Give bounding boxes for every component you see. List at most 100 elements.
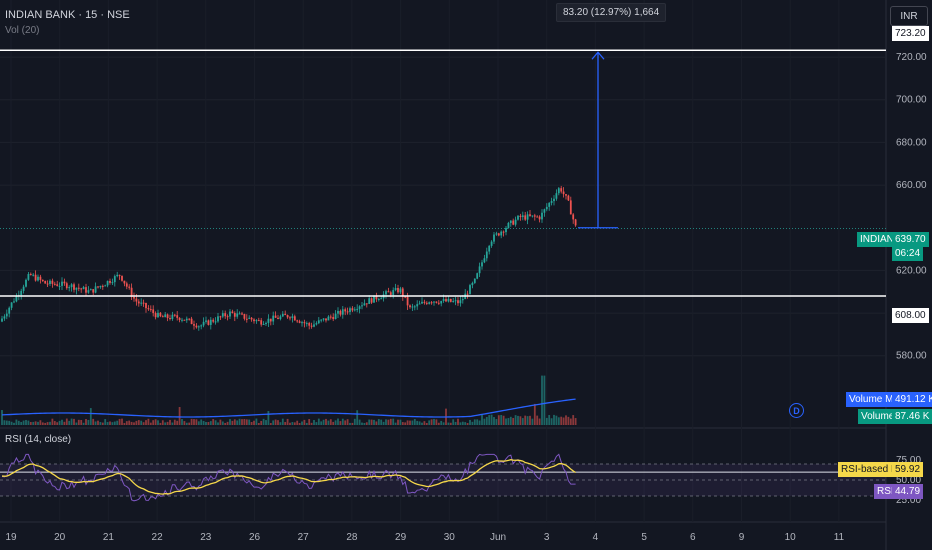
volume-bar: [459, 422, 462, 425]
time-tick-label: 26: [249, 532, 261, 543]
volume-bar: [490, 414, 493, 425]
volume-bar: [39, 420, 42, 425]
volume-bar: [68, 420, 71, 425]
volume-bar: [274, 419, 277, 425]
volume-bar: [253, 420, 255, 425]
candle-body: [46, 283, 49, 285]
candle-body: [346, 311, 349, 313]
volume-bar: [421, 422, 423, 425]
candle-body: [241, 313, 243, 315]
volume-bar: [193, 419, 195, 425]
volume-bar: [20, 421, 23, 425]
price-tick-label: 700.00: [896, 95, 927, 106]
candle-body: [233, 313, 236, 317]
candle-body: [97, 286, 99, 288]
volume-bar: [56, 422, 59, 425]
volume-bar: [433, 418, 435, 425]
last-price-label: 639.70: [892, 232, 929, 247]
time-tick-label: 20: [54, 532, 66, 543]
symbol-title[interactable]: INDIAN BANK · 15 · NSE: [5, 9, 130, 21]
candle-body: [253, 319, 255, 322]
candle-body: [231, 311, 234, 314]
volume-bar: [291, 422, 294, 425]
volume-bar: [231, 420, 234, 425]
volume-bar: [555, 415, 558, 425]
candle-body: [469, 285, 471, 295]
volume-bar: [207, 422, 210, 425]
volume-bar: [361, 422, 363, 425]
candle-body: [505, 227, 507, 233]
candle-body: [303, 322, 306, 324]
candle-body: [368, 298, 371, 304]
volume-bar: [214, 420, 217, 425]
volume-bar: [61, 419, 63, 425]
time-tick-label: 9: [739, 532, 745, 543]
volume-indicator-label[interactable]: Vol (20): [5, 25, 40, 36]
volume-bar: [411, 420, 414, 425]
candle-body: [236, 313, 239, 317]
volume-bar: [471, 421, 474, 425]
candle-body: [385, 291, 387, 295]
time-tick-label: 29: [395, 532, 407, 543]
candle-body: [507, 222, 510, 228]
candle-body: [370, 298, 373, 303]
volume-bar: [224, 422, 227, 425]
candle-body: [466, 293, 469, 295]
volume-bar: [130, 421, 133, 425]
candle-body: [169, 318, 171, 320]
rsi-indicator-label[interactable]: RSI (14, close): [5, 434, 72, 445]
candle-body: [308, 323, 311, 326]
volume-bar: [574, 418, 577, 425]
volume-bar: [289, 422, 291, 425]
candle-body: [471, 282, 474, 286]
volume-bar: [425, 422, 428, 425]
volume-bar: [493, 417, 495, 425]
candle-body: [425, 302, 428, 304]
volume-bar: [277, 420, 279, 425]
candle-body: [53, 283, 56, 285]
candle-body: [394, 288, 397, 291]
volume-bar: [293, 422, 296, 425]
candle-body: [41, 279, 44, 281]
volume-bar: [106, 422, 109, 425]
volume-bar: [118, 418, 121, 425]
volume-bar: [430, 419, 433, 425]
candle-body: [58, 285, 61, 287]
volume-bar: [385, 419, 387, 425]
volume-bar: [536, 415, 539, 425]
volume-bar: [313, 420, 315, 425]
candle-body: [358, 306, 361, 309]
time-tick-label: Jun: [490, 532, 506, 543]
candle-body: [329, 316, 332, 318]
volume-bar: [500, 415, 503, 425]
volume-value: 87.46 K: [892, 409, 932, 424]
candle-body: [387, 291, 390, 293]
candle-body: [433, 301, 435, 303]
candle-body: [447, 298, 450, 302]
volume-bar: [529, 415, 531, 425]
volume-bar: [226, 421, 229, 425]
currency-button[interactable]: INR: [890, 6, 928, 26]
volume-bar: [509, 416, 512, 425]
candle-body: [128, 286, 131, 288]
volume-bar: [51, 418, 54, 425]
candle-body: [190, 318, 193, 325]
candle-body: [565, 194, 567, 196]
volume-bar: [454, 421, 457, 425]
candle-body: [219, 316, 222, 318]
candle-body: [562, 191, 565, 195]
volume-bar: [344, 420, 347, 425]
rsi-tick-label: 50.00: [896, 475, 921, 486]
volume-bar: [346, 419, 349, 425]
candle-body: [404, 296, 407, 298]
volume-bar: [524, 415, 527, 425]
volume-bar: [92, 418, 95, 425]
symbol-badge: INDIANB: [857, 232, 904, 247]
volume-bar: [401, 422, 404, 425]
volume-bar: [368, 419, 371, 425]
candle-body: [363, 303, 366, 306]
dividend-marker-icon[interactable]: D: [789, 403, 804, 418]
volume-bar: [543, 375, 546, 425]
volume-bar: [521, 418, 524, 425]
